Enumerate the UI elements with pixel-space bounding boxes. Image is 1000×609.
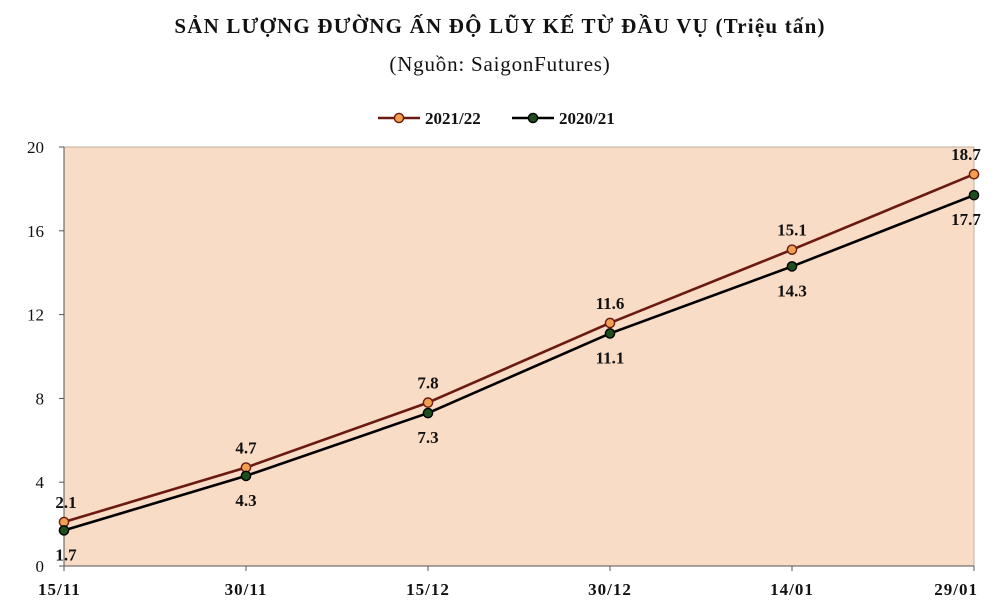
y-tick-label: 4	[36, 473, 45, 492]
data-label: 2.1	[55, 493, 76, 512]
x-tick-label: 14/01	[770, 580, 814, 599]
series-2020-21: 1.7 4.3 7.3 11.1 14.3 17.7	[55, 189, 981, 564]
data-label: 1.7	[55, 545, 77, 564]
data-label: 7.3	[417, 428, 438, 447]
legend-marker	[393, 112, 405, 124]
y-tick-label: 0	[36, 557, 45, 576]
data-label: 18.7	[951, 145, 981, 164]
data-point	[968, 168, 980, 180]
data-label: 4.7	[235, 439, 257, 458]
data-point	[604, 328, 616, 339]
data-point	[786, 261, 798, 272]
x-tick-label: 30/11	[225, 580, 268, 599]
x-tick-label: 30/12	[588, 580, 632, 599]
y-tick-label: 20	[27, 138, 44, 157]
data-point	[58, 525, 70, 536]
x-tick-label: 15/11	[38, 580, 81, 599]
data-label: 17.7	[951, 210, 981, 229]
y-tick-label: 16	[27, 222, 44, 241]
plot-area	[63, 146, 975, 567]
x-tick-label: 29/01	[934, 580, 978, 599]
axes: 0 4 8 12 16 20 15/11 30/11 15/12 30/12 14/01 29/01	[27, 138, 978, 599]
legend: 2021/22 2020/21	[378, 109, 615, 128]
chart-subtitle: (Nguồn: SaigonFutures)	[389, 52, 611, 76]
data-label: 11.6	[596, 294, 625, 313]
data-point	[604, 317, 616, 329]
data-label: 11.1	[596, 348, 625, 367]
legend-item: 2021/22	[378, 109, 481, 128]
data-label: 15.1	[777, 221, 807, 240]
x-tick-label: 15/12	[406, 580, 450, 599]
data-point	[968, 189, 980, 201]
data-point	[422, 397, 434, 408]
legend-label: 2020/21	[559, 109, 615, 128]
data-label: 7.8	[417, 374, 438, 393]
series-layer: 2.1 4.7 7.8 11.6 15.1 18.7 1.7 4.3 7.3 11.1 14.3 17…	[55, 145, 981, 564]
data-label: 4.3	[235, 491, 256, 510]
chart-title: SẢN LƯỢNG ĐƯỜNG ẤN ĐỘ LŨY KẾ TỪ ĐẦU VỤ (…	[174, 14, 826, 38]
series-line	[63, 193, 975, 532]
data-point	[240, 470, 252, 482]
data-point	[422, 407, 434, 419]
data-label: 14.3	[777, 281, 807, 300]
legend-label: 2021/22	[425, 109, 481, 128]
series-2021-22: 2.1 4.7 7.8 11.6 15.1 18.7	[55, 145, 981, 528]
legend-item: 2020/21	[512, 109, 615, 128]
y-tick-label: 8	[36, 389, 45, 408]
y-tick-label: 12	[27, 306, 44, 325]
legend-marker	[527, 112, 539, 124]
data-point	[786, 244, 798, 255]
series-line	[63, 173, 975, 524]
